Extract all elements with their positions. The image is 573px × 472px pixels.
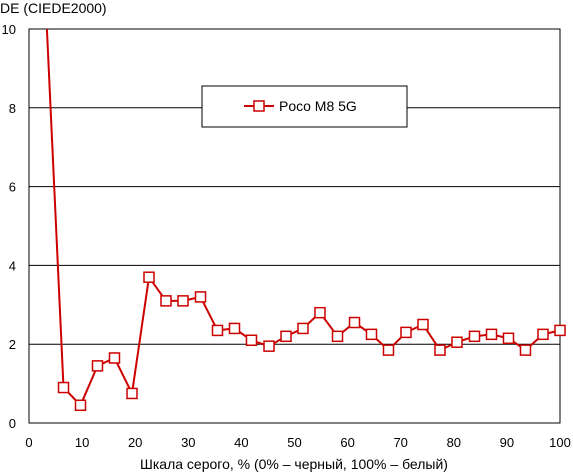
x-tick-label-4: 40 — [234, 435, 248, 450]
data-point-24 — [451, 336, 463, 348]
y-tick-label-0: 0 — [9, 416, 16, 431]
data-point-13 — [263, 340, 275, 352]
data-point-1 — [57, 381, 70, 394]
data-point-3 — [91, 360, 104, 372]
data-point-6 — [143, 271, 155, 283]
plot-frame — [28, 28, 561, 424]
data-point-2 — [74, 399, 87, 412]
x-tick-label-8: 80 — [447, 435, 461, 450]
data-point-25 — [468, 330, 481, 343]
data-point-29 — [537, 328, 549, 341]
x-tick-label-2: 20 — [128, 435, 142, 450]
data-point-12 — [245, 334, 258, 347]
y-tick-label-2: 4 — [9, 258, 16, 273]
y-tick-label-5: 10 — [2, 22, 16, 37]
data-point-27 — [502, 332, 515, 345]
y-tick-label-3: 6 — [9, 180, 16, 195]
x-tick-label-3: 30 — [181, 435, 195, 450]
legend-box — [201, 85, 408, 128]
data-point-11 — [228, 322, 241, 335]
data-point-17 — [331, 330, 344, 343]
data-point-20 — [382, 344, 395, 356]
y-tick-label-1: 2 — [9, 337, 16, 352]
data-point-23 — [434, 344, 446, 356]
x-tick-label-10: 100 — [549, 435, 571, 450]
data-point-28 — [519, 344, 532, 356]
legend: Poco M8 5G — [201, 85, 408, 128]
data-point-7 — [160, 295, 172, 307]
x-tick-label-5: 50 — [287, 435, 301, 450]
legend-marker — [253, 100, 265, 112]
series-markers — [57, 271, 566, 412]
data-point-10 — [211, 324, 224, 337]
x-tick-label-9: 90 — [500, 435, 514, 450]
data-point-8 — [177, 295, 189, 307]
data-point-18 — [348, 316, 361, 329]
x-tick-label-6: 60 — [340, 435, 354, 450]
data-point-21 — [400, 326, 412, 339]
data-point-26 — [485, 328, 498, 341]
data-point-9 — [194, 291, 207, 303]
data-point-5 — [126, 387, 138, 400]
data-point-4 — [108, 352, 121, 364]
x-tick-label-7: 70 — [393, 435, 407, 450]
y-tick-label-4: 8 — [9, 101, 16, 116]
legend-label: Poco M8 5G — [279, 98, 357, 114]
data-point-30 — [554, 324, 566, 337]
x-axis-title: Шкала серого, % (0% – черный, 100% – бел… — [140, 456, 448, 472]
data-point-14 — [280, 330, 292, 343]
y-tick-labels: 0 2 4 6 8 10 — [2, 22, 16, 431]
x-tick-label-1: 10 — [75, 435, 89, 450]
data-point-22 — [417, 318, 429, 331]
data-point-16 — [314, 306, 326, 319]
y-axis-title: DE (CIEDE2000) — [0, 0, 107, 16]
data-point-15 — [297, 322, 309, 335]
x-tick-labels: 0 10 20 30 40 50 60 70 80 90 100 — [25, 435, 570, 450]
data-point-19 — [365, 328, 378, 341]
x-tick-label-0: 0 — [25, 435, 32, 450]
